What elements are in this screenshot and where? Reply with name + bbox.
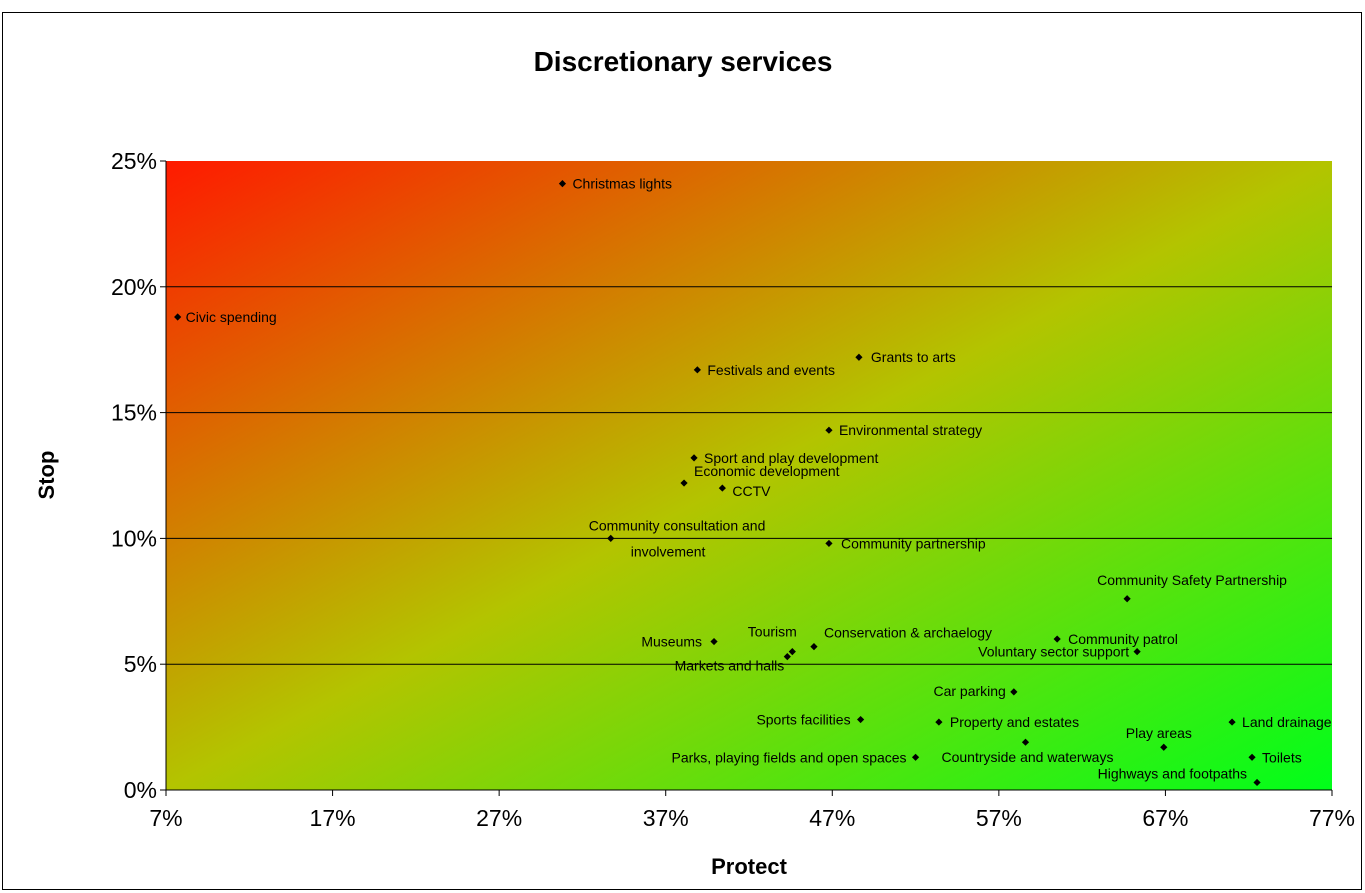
y-tick-label: 5% xyxy=(124,651,157,677)
point-label: Community Safety Partnership xyxy=(1097,572,1287,588)
point-label: Conservation & archaelogy xyxy=(824,625,992,641)
y-tick-label: 15% xyxy=(111,400,157,426)
point-label: Festivals and events xyxy=(707,362,835,378)
point-label: Highways and footpaths xyxy=(1098,765,1247,781)
data-point-marker xyxy=(1053,635,1061,643)
data-point-marker xyxy=(825,539,833,548)
point-label: CCTV xyxy=(732,483,771,499)
x-tick-label: 77% xyxy=(1309,805,1355,831)
point-label: Sports facilities xyxy=(756,712,850,728)
point-label: Sport and play development xyxy=(704,450,878,466)
data-point-marker xyxy=(935,718,943,726)
x-ticks: 7% 17% 27% 37% 47% 57% 67% 77% xyxy=(149,790,1355,831)
data-point-marker xyxy=(1160,743,1168,751)
gridlines xyxy=(166,286,1332,665)
y-tick-label: 25% xyxy=(111,148,157,174)
data-point-marker xyxy=(174,313,182,321)
data-point-marker xyxy=(810,642,818,651)
x-tick-label: 47% xyxy=(809,805,855,831)
x-tick-label: 27% xyxy=(476,805,522,831)
data-point-marker xyxy=(710,637,718,646)
y-tick-label: 0% xyxy=(124,777,157,803)
data-point-marker xyxy=(1123,595,1131,603)
point-label: Environmental strategy xyxy=(839,422,982,438)
data-points: Christmas lights Civic spending Grants to … xyxy=(174,176,1332,787)
x-tick-label: 17% xyxy=(310,805,356,831)
y-axis-title: Stop xyxy=(34,451,59,500)
point-label: Economic development xyxy=(694,463,840,479)
x-tick-label: 67% xyxy=(1142,805,1188,831)
y-tick-label: 10% xyxy=(111,525,157,551)
data-point-marker xyxy=(1248,753,1256,761)
data-point-marker xyxy=(788,648,796,656)
point-label: Markets and halls xyxy=(675,658,785,674)
data-point-marker xyxy=(783,653,791,661)
data-point-marker xyxy=(680,479,688,487)
data-point-marker xyxy=(690,454,698,462)
data-point-marker xyxy=(558,180,567,188)
point-label: Community partnership xyxy=(841,535,986,551)
y-tick-label: 20% xyxy=(111,274,157,300)
point-label: Voluntary sector support xyxy=(978,644,1129,660)
point-label: Museums xyxy=(641,634,702,650)
point-label: Christmas lights xyxy=(572,176,672,192)
data-point-marker xyxy=(1253,778,1261,787)
point-label: Land drainage xyxy=(1242,714,1332,730)
y-ticks: 0% 5% 10% 15% 20% 25% xyxy=(111,148,166,803)
point-label: Play areas xyxy=(1126,725,1192,741)
data-point-marker xyxy=(1010,688,1018,696)
point-label: Tourism xyxy=(748,624,797,640)
x-axis-title: Protect xyxy=(711,854,787,879)
data-point-marker xyxy=(911,753,920,761)
x-tick-label: 57% xyxy=(976,805,1022,831)
point-label: Property and estates xyxy=(950,714,1079,730)
data-point-marker xyxy=(825,426,833,434)
data-point-marker xyxy=(1021,738,1030,746)
data-point-marker xyxy=(607,534,615,542)
data-point-marker xyxy=(693,366,701,374)
point-label: Community consultation and involvement xyxy=(589,517,766,559)
data-point-marker xyxy=(857,715,865,724)
x-tick-label: 37% xyxy=(643,805,689,831)
point-label: Countryside and waterways xyxy=(942,749,1114,765)
x-tick-label: 7% xyxy=(149,805,182,831)
point-label: Parks, playing fields and open spaces xyxy=(672,749,907,765)
point-label: Car parking xyxy=(933,683,1005,699)
chart-title: Discretionary services xyxy=(534,46,833,77)
point-label: Toilets xyxy=(1262,749,1302,765)
point-label: Community patrol xyxy=(1068,631,1178,647)
data-point-marker xyxy=(718,484,726,492)
axes xyxy=(165,161,1332,791)
plot-area xyxy=(166,161,1332,790)
data-point-marker xyxy=(855,353,863,361)
data-point-marker xyxy=(1133,648,1141,656)
point-label: Civic spending xyxy=(186,309,277,325)
point-label: Grants to arts xyxy=(871,349,956,365)
data-point-marker xyxy=(1228,718,1236,726)
